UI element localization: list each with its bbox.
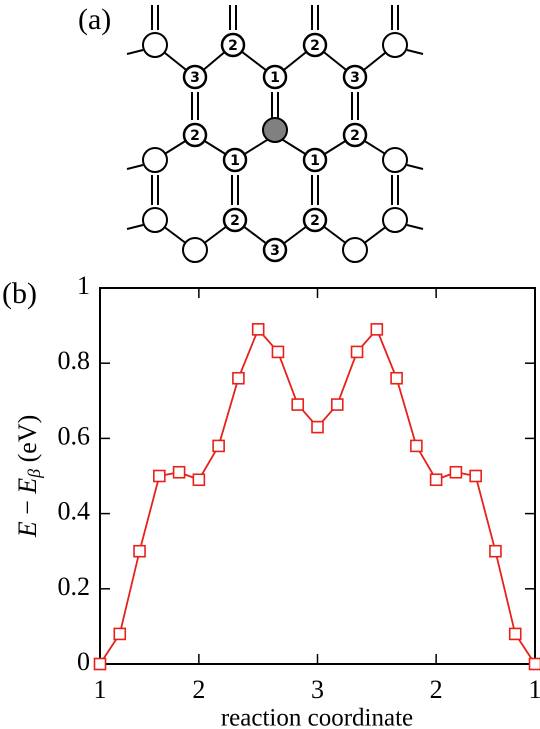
- center-site: [262, 117, 288, 143]
- site-label: 3: [270, 243, 280, 259]
- panel-label: (b): [2, 277, 37, 310]
- site-label: 2: [228, 38, 238, 54]
- data-point: [251, 323, 265, 336]
- x-tick-label: 1: [94, 675, 107, 704]
- bond: [406, 49, 424, 55]
- data-point: [508, 627, 522, 641]
- site: [142, 147, 168, 173]
- site: [182, 237, 208, 263]
- site-label: 2: [190, 128, 200, 144]
- data-point: [232, 371, 245, 385]
- data-point: [172, 465, 186, 479]
- site-label: 3: [350, 70, 360, 86]
- bond: [126, 164, 144, 170]
- site-label: 2: [310, 213, 320, 229]
- x-tick-label: 1: [529, 675, 540, 704]
- data-point: [113, 627, 127, 641]
- data-line: [99, 327, 536, 665]
- data-point: [330, 398, 344, 411]
- bond: [126, 224, 144, 230]
- x-tick-label: 3: [311, 675, 324, 704]
- labeled-site: [222, 207, 248, 233]
- labeled-site: [182, 122, 208, 148]
- data-point: [410, 439, 423, 453]
- data-point: [153, 469, 166, 483]
- labeled-site: [222, 147, 248, 173]
- data-point: [449, 465, 463, 479]
- site: [382, 147, 408, 173]
- y-label-part: E: [13, 521, 42, 538]
- data-point: [271, 345, 285, 359]
- labeled-site: [182, 64, 208, 90]
- site: [382, 207, 408, 233]
- labeled-site: [220, 32, 246, 58]
- site-label: 2: [230, 213, 240, 229]
- data-point: [212, 439, 225, 453]
- data-point: [192, 473, 206, 487]
- y-axis-label: E − Eβ (eV): [13, 415, 44, 539]
- data-point: [291, 398, 305, 411]
- labeled-site: [262, 237, 288, 263]
- panel-label: (a): [78, 3, 111, 36]
- data-point: [93, 657, 107, 671]
- data-point: [489, 544, 502, 558]
- y-tick-label: 0.2: [58, 572, 91, 601]
- y-tick-label: 0.8: [58, 346, 91, 375]
- bond: [406, 164, 424, 170]
- labeled-site: [342, 122, 368, 148]
- y-tick-label: 0.4: [58, 497, 91, 526]
- data-point: [370, 323, 384, 336]
- site-label: 2: [310, 38, 320, 54]
- labeled-site: [302, 32, 328, 58]
- data-point: [311, 420, 324, 434]
- x-tick-label: 2: [430, 675, 443, 704]
- labeled-site: [302, 207, 328, 233]
- x-axis-label: reaction coordinate: [221, 705, 413, 729]
- site-label: 3: [190, 70, 200, 86]
- labeled-site: [262, 64, 288, 90]
- site: [142, 32, 168, 58]
- data-point: [429, 473, 443, 487]
- y-tick-label: 0: [77, 647, 90, 676]
- y-label-part: (eV): [13, 415, 42, 469]
- y-label-part: E: [13, 478, 42, 495]
- bond: [126, 49, 144, 55]
- labeled-site: [302, 147, 328, 173]
- data-point: [528, 657, 540, 671]
- x-tick-label: 2: [192, 675, 205, 704]
- y-label-part: β: [24, 469, 44, 479]
- data-point: [469, 469, 482, 483]
- site: [342, 237, 368, 263]
- y-tick-label: 1: [77, 271, 90, 300]
- site: [142, 207, 168, 233]
- y-label-part: −: [13, 494, 42, 522]
- site-label: 1: [270, 70, 280, 86]
- site-label: 2: [350, 128, 360, 144]
- site: [382, 32, 408, 58]
- data-point: [133, 544, 146, 558]
- data-point: [390, 371, 403, 385]
- y-tick-label: 0.6: [58, 421, 91, 450]
- data-point: [350, 345, 364, 359]
- site-label: 1: [310, 153, 320, 169]
- labeled-site: [342, 64, 368, 90]
- lattice-diagram: 2 2 3 1 3 2 2 1 1 2 2 3: [126, 5, 424, 263]
- bond: [406, 224, 424, 230]
- site-label: 1: [230, 153, 240, 169]
